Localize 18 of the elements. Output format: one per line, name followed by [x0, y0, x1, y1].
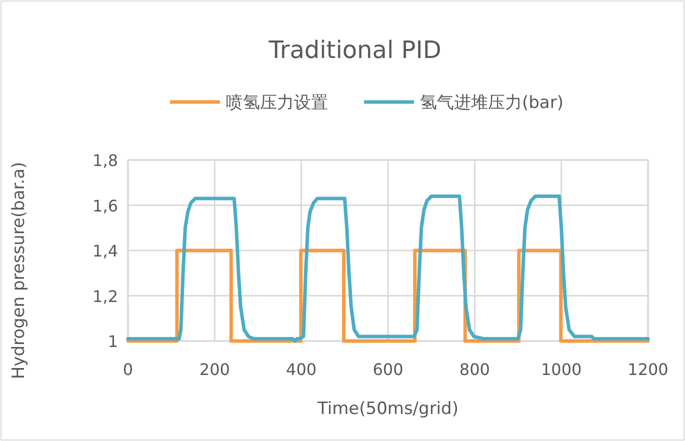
- chart-title: Traditional PID: [268, 36, 442, 64]
- x-axis-title: Time(50ms/grid): [316, 399, 458, 419]
- x-tick-label: 0: [122, 360, 134, 379]
- x-tick-label: 1200: [628, 360, 668, 379]
- x-tick-label: 600: [372, 360, 404, 379]
- y-tick-label: 1,2: [92, 286, 118, 306]
- chart: Traditional PID 喷氢压力设置 氢气进堆压力(bar) Hydrogen pressure(bar.a) 0 200 400 600 800 1000 1200 1 1,2 1,4 1,6 1,8 Time(50ms/grid): [9, 36, 668, 419]
- x-tick-label: 400: [286, 360, 317, 379]
- y-tick-label: 1,4: [92, 242, 118, 260]
- y-axis-title: Hydrogen pressure(bar.a): [9, 162, 29, 380]
- x-tick-label: 800: [459, 360, 490, 379]
- y-tick-label: 1,8: [92, 151, 118, 170]
- legend-label: 氢气进堆压力(bar): [420, 93, 564, 113]
- x-tick-label: 1000: [540, 360, 582, 379]
- y-tick-label: 1,6: [92, 196, 118, 216]
- y-tick-label: 1: [108, 332, 118, 351]
- legend-label: 喷氢压力设置: [226, 93, 328, 113]
- x-tick-label: 200: [199, 360, 230, 379]
